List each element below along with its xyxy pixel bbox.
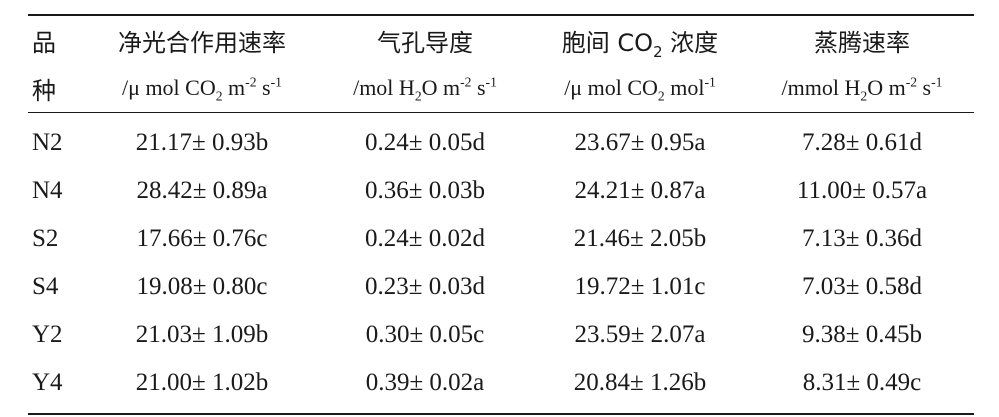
unit-pn-a: /μ mol CO	[122, 75, 216, 100]
unit-stomatal-conductance: /mol H2O m-2 s-1	[320, 74, 530, 104]
data-table: 品 净光合作用速率 气孔导度 胞间 CO2 浓度 蒸腾速率 种 /μ mol C…	[28, 14, 974, 415]
unit-gs-a: /mol H	[353, 75, 415, 100]
table-body: N2 21.17± 0.93b 0.24± 0.05d 23.67± 0.95a…	[28, 113, 974, 413]
table-row: Y4 21.00± 1.02b 0.39± 0.02a 20.84± 1.26b…	[28, 359, 974, 407]
unit-tr-sup2: -1	[931, 74, 943, 90]
table-row: S2 17.66± 0.76c 0.24± 0.02d 21.46± 2.05b…	[28, 215, 974, 263]
header-stomatal-conductance: 气孔导度	[377, 28, 473, 57]
cell-variety: S2	[32, 225, 59, 252]
unit-ci-sub: 2	[657, 88, 665, 104]
header-variety-1: 品	[32, 28, 56, 57]
unit-transpiration: /mmol H2O m-2 s-1	[750, 74, 974, 104]
cell-gs: 0.23± 0.03d	[365, 273, 485, 300]
cell-tr: 7.13± 0.36d	[802, 225, 922, 252]
unit-tr-sub: 2	[860, 88, 868, 104]
unit-gs-sup1: -2	[460, 74, 472, 90]
cell-gs: 0.39± 0.02a	[365, 369, 485, 396]
cell-variety: N2	[32, 129, 63, 156]
cell-tr: 11.00± 0.57a	[796, 177, 928, 204]
cell-gs: 0.24± 0.02d	[365, 225, 485, 252]
table-unit-row: 种 /μ mol CO2 m-2 s-1 /mol H2O m-2 s-1 /μ…	[28, 64, 974, 112]
cell-gs: 0.24± 0.05d	[365, 129, 485, 156]
header-ci-text: 胞间 CO	[561, 28, 654, 57]
unit-gs-b: O m	[421, 75, 461, 100]
header-ci-sub: 2	[653, 42, 663, 61]
table-top-rule	[28, 14, 974, 16]
header-intercellular-co2: 胞间 CO2 浓度	[530, 23, 750, 61]
unit-ci-sup: -1	[704, 74, 716, 90]
cell-ci: 19.72± 1.01c	[574, 273, 706, 300]
cell-variety: Y4	[32, 369, 63, 396]
cell-gs: 0.36± 0.03b	[365, 177, 485, 204]
cell-ci: 23.59± 2.07a	[574, 321, 706, 348]
cell-tr: 8.31± 0.49c	[802, 369, 922, 396]
unit-pn-sub: 2	[215, 88, 223, 104]
table-header-row: 品 净光合作用速率 气孔导度 胞间 CO2 浓度 蒸腾速率	[28, 16, 974, 64]
cell-pn: 28.42± 0.89a	[136, 177, 268, 204]
cell-tr: 7.03± 0.58d	[802, 273, 922, 300]
header-transpiration: 蒸腾速率	[814, 28, 910, 57]
table-row: N4 28.42± 0.89a 0.36± 0.03b 24.21± 0.87a…	[28, 167, 974, 215]
table-row: N2 21.17± 0.93b 0.24± 0.05d 23.67± 0.95a…	[28, 119, 974, 167]
cell-pn: 21.00± 1.02b	[135, 369, 269, 396]
cell-variety: Y2	[32, 321, 63, 348]
cell-pn: 21.17± 0.93b	[135, 129, 269, 156]
cell-tr: 7.28± 0.61d	[802, 129, 922, 156]
cell-variety: S4	[32, 273, 59, 300]
cell-gs: 0.30± 0.05c	[365, 321, 485, 348]
cell-pn: 21.03± 1.09b	[135, 321, 269, 348]
unit-tr-a: /mmol H	[781, 75, 861, 100]
cell-ci: 23.67± 0.95a	[574, 129, 706, 156]
table-bottom-rule	[28, 413, 974, 415]
unit-tr-b: O m	[867, 75, 906, 100]
unit-ci-b: mol	[664, 75, 705, 100]
unit-ci-a: /μ mol CO	[564, 75, 658, 100]
unit-tr-c: s	[917, 75, 932, 100]
unit-pn-c: s	[256, 75, 271, 100]
cell-ci: 20.84± 1.26b	[573, 369, 707, 396]
header-net-photosynthesis: 净光合作用速率	[118, 28, 286, 57]
unit-pn-b: m	[222, 75, 246, 100]
table-header-rule	[28, 112, 974, 113]
table-row: Y2 21.03± 1.09b 0.30± 0.05c 23.59± 2.07a…	[28, 311, 974, 359]
unit-intercellular-co2: /μ mol CO2 mol-1	[530, 74, 750, 104]
cell-variety: N4	[32, 177, 63, 204]
header-variety-2: 种	[32, 76, 56, 105]
unit-gs-sup2: -1	[485, 74, 497, 90]
cell-ci: 21.46± 2.05b	[573, 225, 707, 252]
cell-ci: 24.21± 0.87a	[574, 177, 706, 204]
table-row: S4 19.08± 0.80c 0.23± 0.03d 19.72± 1.01c…	[28, 263, 974, 311]
unit-pn-sup1: -2	[245, 74, 257, 90]
unit-net-photosynthesis: /μ mol CO2 m-2 s-1	[84, 74, 320, 104]
cell-pn: 19.08± 0.80c	[136, 273, 268, 300]
unit-gs-c: s	[471, 75, 486, 100]
cell-pn: 17.66± 0.76c	[136, 225, 268, 252]
header-ci-text-post: 浓度	[662, 28, 719, 57]
unit-tr-sup1: -2	[905, 74, 918, 90]
unit-pn-sup2: -1	[270, 74, 282, 90]
cell-tr: 9.38± 0.45b	[802, 321, 922, 348]
unit-gs-sub: 2	[414, 88, 422, 104]
